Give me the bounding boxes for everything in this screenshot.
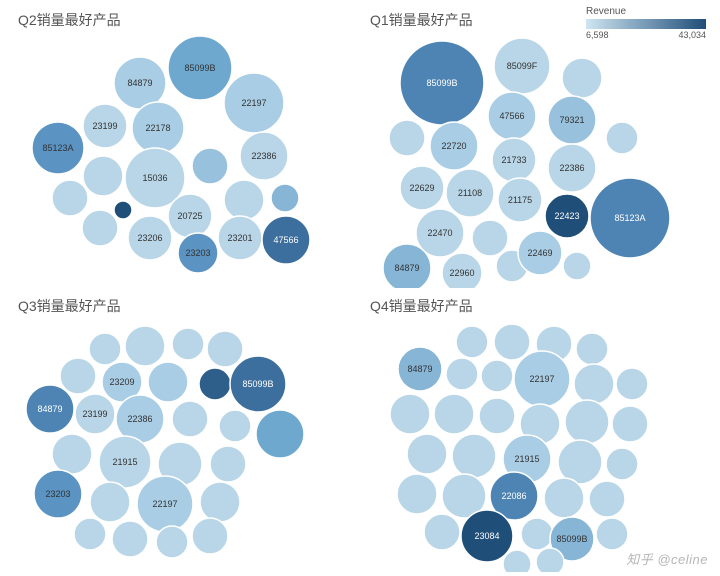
bubble[interactable] <box>32 122 84 174</box>
bubble[interactable] <box>60 358 96 394</box>
bubble[interactable] <box>128 216 172 260</box>
watermark: 知乎 @celine <box>626 549 708 568</box>
bubble[interactable] <box>230 356 286 412</box>
bubble[interactable] <box>172 328 204 360</box>
bubble[interactable] <box>548 96 596 144</box>
bubble[interactable] <box>224 180 264 220</box>
panel-title-q4: Q4销量最好产品 <box>370 296 473 316</box>
bubble[interactable] <box>192 148 228 184</box>
bubble[interactable] <box>544 478 584 518</box>
bubble[interactable] <box>492 138 536 182</box>
bubble[interactable] <box>207 331 243 367</box>
bubble[interactable] <box>446 358 478 390</box>
bubble[interactable] <box>390 394 430 434</box>
bubble[interactable] <box>479 398 515 434</box>
bubble[interactable] <box>178 233 218 273</box>
bubble[interactable] <box>83 156 123 196</box>
bubble[interactable] <box>219 410 251 442</box>
bubble[interactable] <box>256 410 304 458</box>
bubble[interactable] <box>545 194 589 238</box>
bubble-chart-q3: 2320985099B84879231992238621915232032219… <box>10 314 350 564</box>
bubble[interactable] <box>210 446 246 482</box>
legend-title: Revenue <box>586 6 706 17</box>
bubble[interactable] <box>472 220 508 256</box>
bubble[interactable] <box>148 362 188 402</box>
bubble[interactable] <box>398 347 442 391</box>
bubble[interactable] <box>224 73 284 133</box>
bubble[interactable] <box>424 514 460 550</box>
bubble[interactable] <box>271 184 299 212</box>
bubble[interactable] <box>200 482 240 522</box>
bubble[interactable] <box>498 178 542 222</box>
bubble[interactable] <box>536 548 564 572</box>
bubble[interactable] <box>446 169 494 217</box>
bubble[interactable] <box>383 244 431 288</box>
bubble[interactable] <box>168 194 212 238</box>
bubble[interactable] <box>442 253 482 288</box>
bubble[interactable] <box>75 394 115 434</box>
bubble[interactable] <box>430 122 478 170</box>
panel-title-q3: Q3销量最好产品 <box>18 296 121 316</box>
bubble[interactable] <box>199 368 231 400</box>
bubble[interactable] <box>514 351 570 407</box>
bubble[interactable] <box>574 364 614 404</box>
bubble[interactable] <box>125 326 165 366</box>
bubble[interactable] <box>83 104 127 148</box>
bubble[interactable] <box>389 120 425 156</box>
bubble[interactable] <box>452 434 496 478</box>
bubble[interactable] <box>114 57 166 109</box>
bubble[interactable] <box>521 518 553 550</box>
bubble[interactable] <box>240 132 288 180</box>
bubble[interactable] <box>262 216 310 264</box>
bubble[interactable] <box>52 434 92 474</box>
bubble-chart-q4: 848792219721915220862308485099B <box>362 314 712 572</box>
bubble[interactable] <box>606 448 638 480</box>
bubble[interactable] <box>461 510 513 562</box>
bubble[interactable] <box>192 518 228 554</box>
bubble[interactable] <box>26 385 74 433</box>
bubble[interactable] <box>548 144 596 192</box>
bubble[interactable] <box>82 210 118 246</box>
bubble[interactable] <box>606 122 638 154</box>
bubble[interactable] <box>172 401 208 437</box>
bubble[interactable] <box>400 166 444 210</box>
bubble[interactable] <box>89 333 121 365</box>
bubble-chart-q2: 85099B8487922197231992217885123A22386150… <box>10 28 350 278</box>
panel-title-q2: Q2销量最好产品 <box>18 10 121 30</box>
bubble[interactable] <box>52 180 88 216</box>
bubble[interactable] <box>612 406 648 442</box>
bubble[interactable] <box>397 474 437 514</box>
bubble[interactable] <box>156 526 188 558</box>
bubble[interactable] <box>494 324 530 360</box>
bubble[interactable] <box>494 38 550 94</box>
bubble[interactable] <box>112 521 148 557</box>
bubble[interactable] <box>34 470 82 518</box>
bubble[interactable] <box>74 518 106 550</box>
bubble[interactable] <box>518 231 562 275</box>
bubble[interactable] <box>218 216 262 260</box>
bubble-chart-q1: 85099B85099F4756679321227202173322386226… <box>362 28 712 288</box>
bubble[interactable] <box>562 58 602 98</box>
bubble[interactable] <box>114 201 132 219</box>
bubble[interactable] <box>576 333 608 365</box>
bubble[interactable] <box>481 360 513 392</box>
bubble[interactable] <box>596 518 628 550</box>
bubble[interactable] <box>616 368 648 400</box>
bubble[interactable] <box>137 476 193 532</box>
bubble[interactable] <box>132 102 184 154</box>
bubble[interactable] <box>503 550 531 572</box>
bubble[interactable] <box>168 36 232 100</box>
bubble[interactable] <box>590 178 670 258</box>
panel-title-q1: Q1销量最好产品 <box>370 10 473 30</box>
bubble[interactable] <box>434 394 474 434</box>
bubble[interactable] <box>488 92 536 140</box>
bubble[interactable] <box>589 481 625 517</box>
bubble[interactable] <box>99 436 151 488</box>
bubble[interactable] <box>90 482 130 522</box>
bubble[interactable] <box>565 400 609 444</box>
bubble[interactable] <box>456 326 488 358</box>
bubble[interactable] <box>400 41 484 125</box>
bubble[interactable] <box>563 252 591 280</box>
bubble[interactable] <box>407 434 447 474</box>
